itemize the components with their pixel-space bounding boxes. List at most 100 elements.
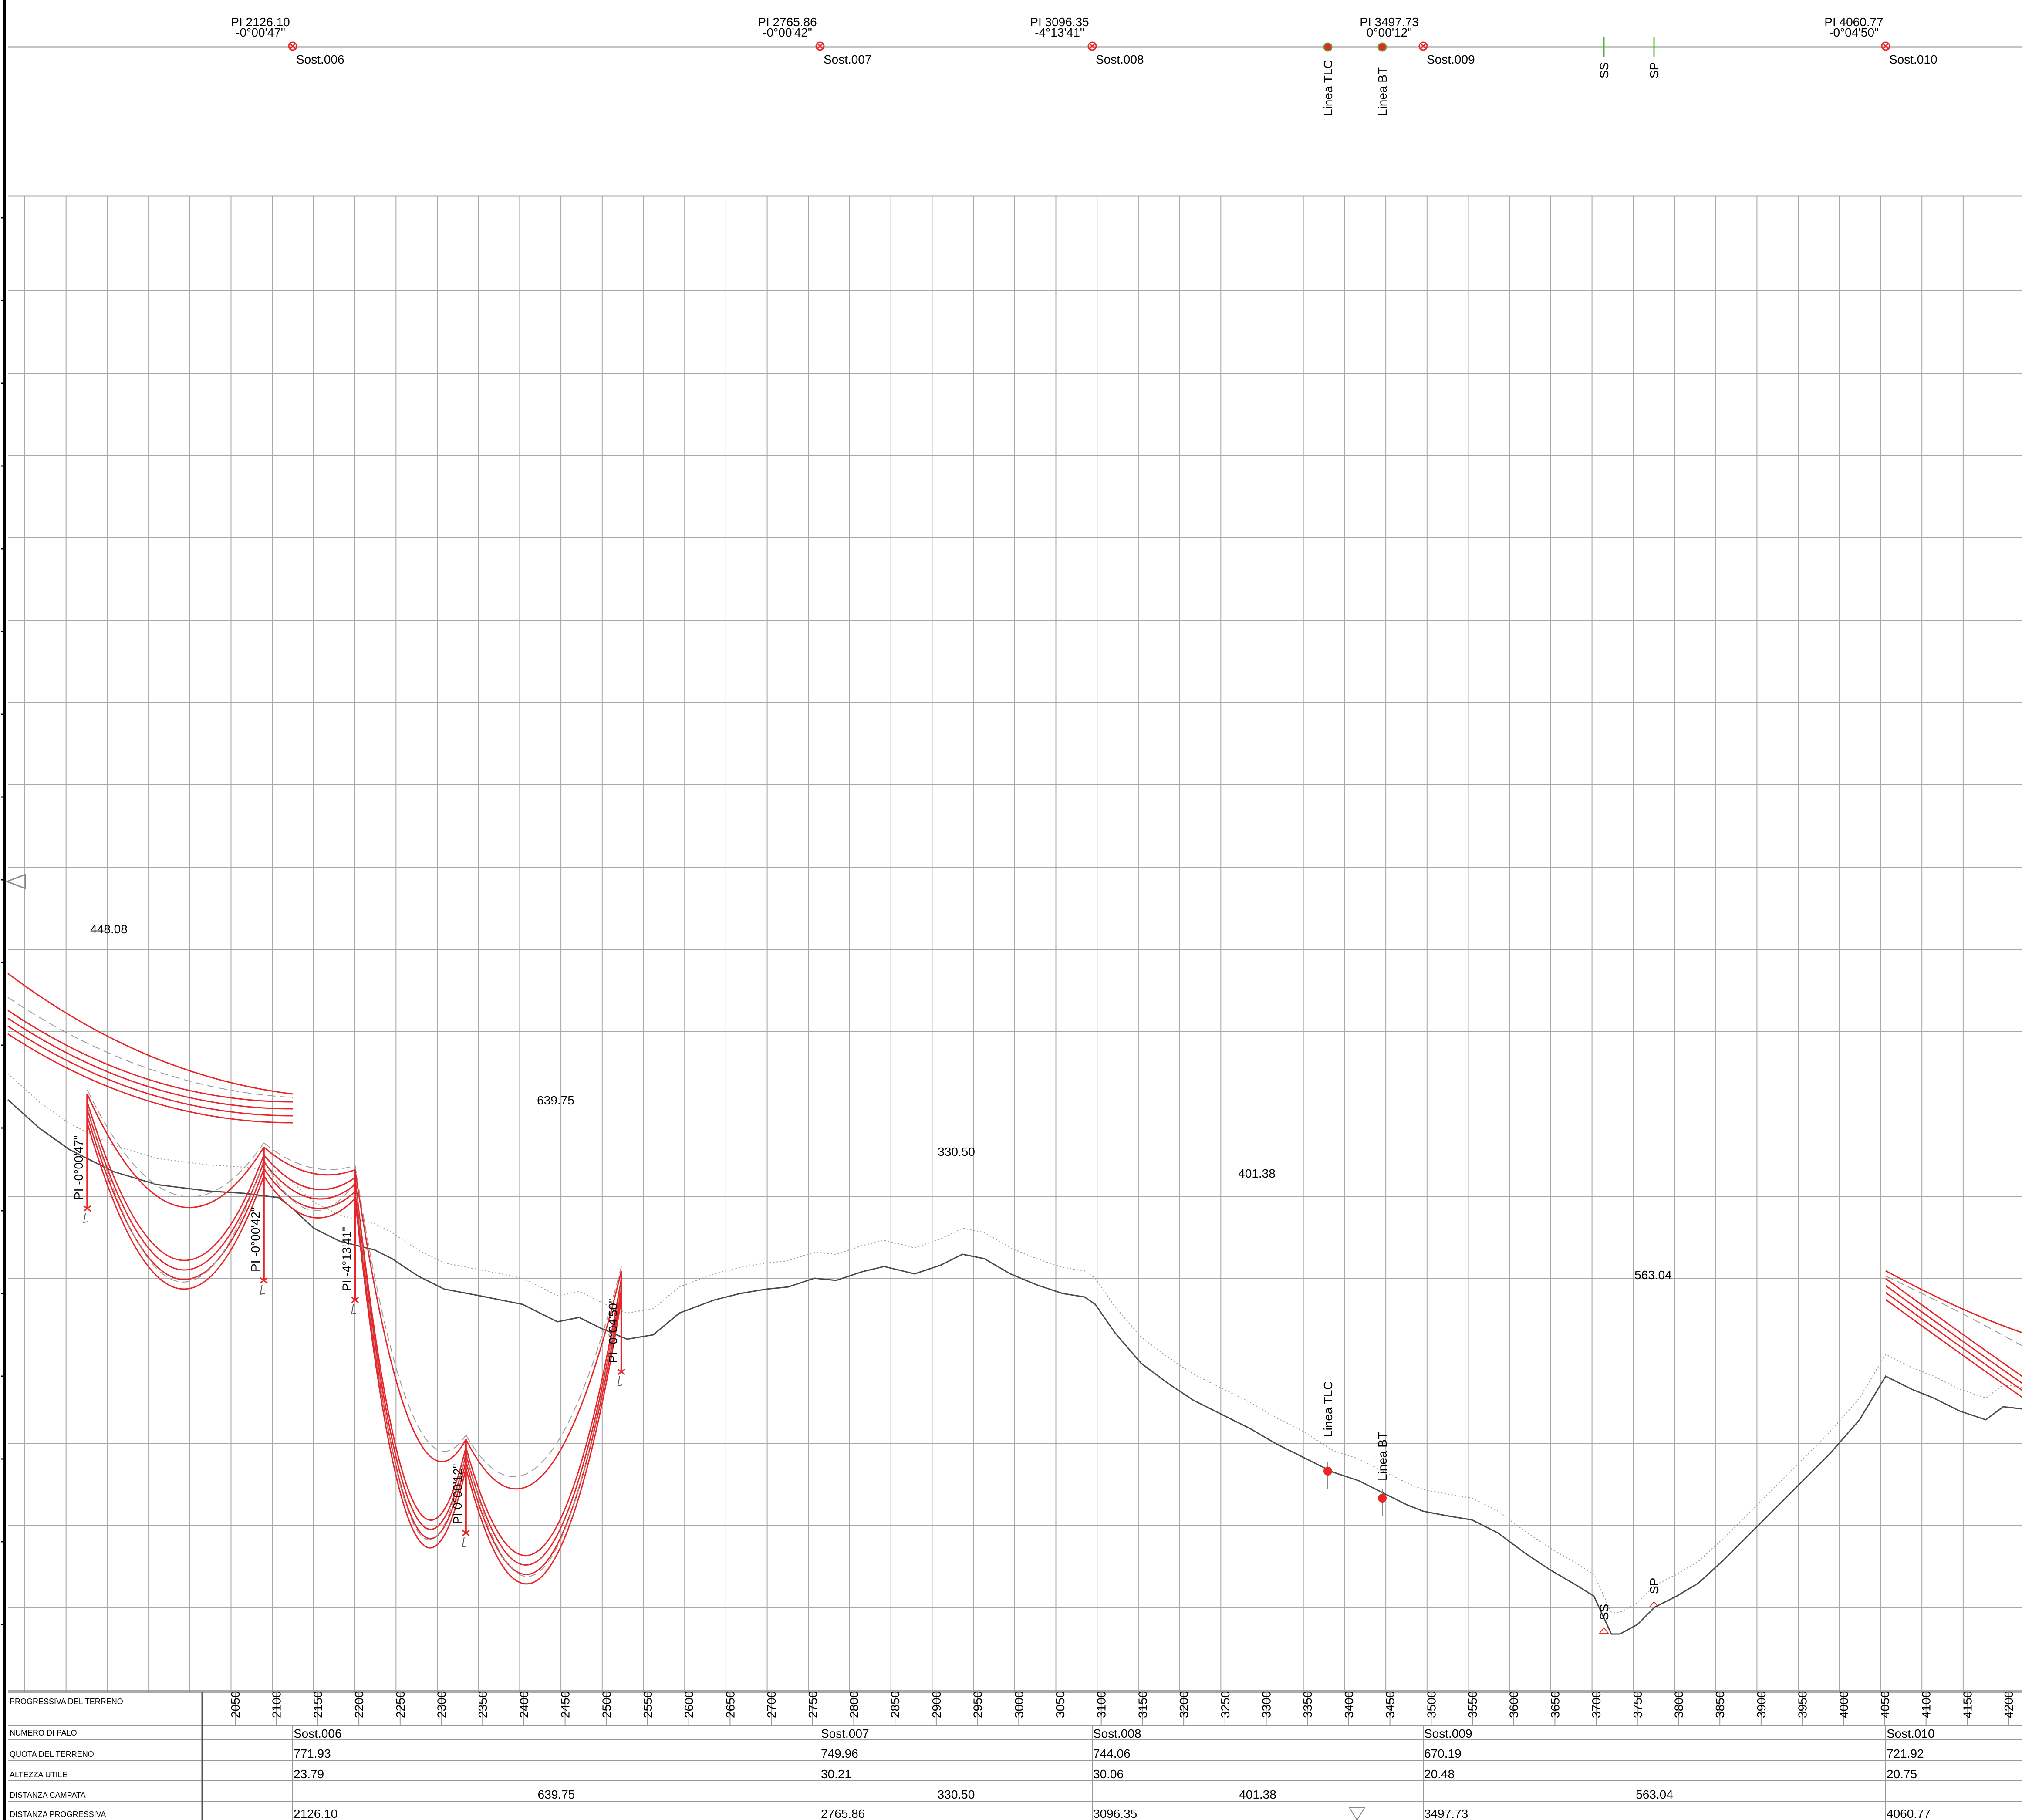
support-label: Sost.006	[296, 53, 344, 66]
table-row-label: DISTANZA CAMPATA	[10, 1791, 86, 1800]
plan-crossing: Linea TLC	[1321, 42, 1335, 116]
table-row-label: NUMERO DI PALO	[10, 1729, 77, 1737]
useful-height: 30.06	[1093, 1767, 1124, 1781]
progressive-tick-label: 2950	[971, 1691, 985, 1718]
crossing-label: SP	[1647, 1578, 1661, 1594]
support-symbol-icon	[288, 41, 297, 51]
progressive-tick-label: 3900	[1755, 1691, 1768, 1718]
progressive-tick-label: 3300	[1260, 1691, 1273, 1718]
progressive-tick-label: 4050	[1878, 1691, 1892, 1718]
conductor-upper-curve	[86, 1094, 265, 1209]
pole-foot-marker	[83, 1212, 88, 1223]
road-marker-icon	[1598, 1627, 1610, 1634]
pi-marker: PI 2126.10-0°00'47" Sost.006	[231, 15, 344, 66]
progressive-tick-label: 3200	[1177, 1691, 1191, 1718]
support-symbol-icon	[1087, 41, 1097, 51]
profile-area: PI -0°00'47" PI -0°00'42" PI -4°13'41" PI 0…	[7, 922, 2022, 1635]
support-label: Sost.008	[1096, 53, 1144, 66]
road-marker-icon	[1648, 1601, 1660, 1607]
pi-angle: -0°04'50"	[1829, 26, 1879, 39]
conductor-curve	[354, 1198, 467, 1549]
conductor-dashed-curve	[87, 1106, 264, 1283]
conductor-curve	[86, 1122, 265, 1290]
conductor-curve	[1885, 1299, 2022, 1398]
pi-title: PI 2126.10	[231, 15, 290, 29]
pole-foot-marker	[462, 1537, 467, 1548]
pole-angle-label: PI -0°04'50"	[606, 1299, 620, 1363]
ground-elevation: 749.96	[821, 1747, 858, 1760]
pi-marker: PI 4060.77-0°04'50" Sost.010	[1824, 15, 1937, 66]
conductor-dashed-curve	[7, 997, 293, 1098]
conductor-curve	[7, 1033, 293, 1124]
ground-offset-line	[7, 1073, 2022, 1613]
crossing-label: Linea TLC	[1321, 1381, 1335, 1437]
pole-foot-marker	[617, 1376, 623, 1387]
table-row-label: ALTEZZA UTILE	[10, 1770, 68, 1779]
pole-base-cross	[617, 1368, 625, 1375]
span-distance: 563.04	[1636, 1788, 1673, 1801]
conductor-dashed-curve	[354, 1182, 466, 1540]
progressive-tick-label: 2050	[229, 1691, 242, 1718]
progressive-tick-label: 3100	[1095, 1691, 1108, 1718]
support-symbol-icon	[1418, 41, 1428, 51]
support-cross	[1420, 43, 1427, 50]
conductor-upper-curve	[263, 1146, 355, 1176]
level-marker-icon	[1348, 1807, 1366, 1820]
conductor-curve	[7, 1025, 293, 1117]
table-row-label: QUOTA DEL TERRENO	[10, 1750, 94, 1759]
progressive-tick-label: 2900	[930, 1691, 943, 1718]
span-length-label: 448.08	[90, 922, 128, 936]
progressive-tick-label: 2650	[723, 1691, 737, 1718]
progressive-tick-label: 2150	[311, 1691, 324, 1718]
progressive-distance: 2765.86	[821, 1807, 865, 1820]
ground-profile-line	[7, 1099, 2022, 1635]
conductor-curve	[465, 1278, 622, 1557]
profile-crossing: SP	[1647, 1578, 1661, 1607]
pi-marker: PI 2765.86-0°00'42" Sost.007	[758, 15, 871, 66]
conductor-curve	[86, 1115, 265, 1280]
span-length-label: 639.75	[537, 1094, 574, 1107]
useful-height: 30.21	[821, 1767, 851, 1781]
conductor-curve	[354, 1177, 467, 1521]
profile-crossing: SS	[1597, 1604, 1611, 1634]
profile-crossing: Linea BT	[1376, 1432, 1389, 1516]
progressive-tick-label: 3600	[1507, 1691, 1521, 1718]
crossing-label: Linea BT	[1376, 67, 1389, 116]
conductor-curve	[263, 1162, 356, 1200]
conductor-curve	[465, 1299, 622, 1585]
pole: PI -4°13'41"	[340, 1170, 359, 1315]
span-length-label: 401.38	[1238, 1167, 1276, 1180]
progressive-tick-label: 2450	[559, 1691, 572, 1718]
conductor-curve	[354, 1184, 467, 1530]
profile-crossing: Linea TLC	[1321, 1381, 1335, 1489]
progressive-distance: 3497.73	[1424, 1807, 1468, 1820]
conductor-curve	[1885, 1285, 2022, 1384]
conductor-upper-curve	[1885, 1270, 2022, 1334]
progressive-tick-label: 2600	[682, 1691, 696, 1718]
conductor-dashed-curve	[465, 1266, 622, 1477]
table-row-label: PROGRESSIVA DEL TERRENO	[10, 1697, 123, 1706]
conductor-curve	[1885, 1278, 2022, 1377]
conductor-curve	[86, 1108, 265, 1271]
pole-angle-label: PI -0°00'42"	[249, 1207, 262, 1272]
conductor-curve	[7, 1010, 293, 1103]
pi-title: PI 4060.77	[1824, 15, 1883, 29]
level-marker-icon	[5, 873, 26, 890]
progressive-tick-label: 2100	[270, 1691, 284, 1718]
pole-angle-label: PI -4°13'41"	[340, 1227, 353, 1291]
progressive-tick-label: 2400	[517, 1691, 531, 1718]
conductor-curve	[263, 1175, 356, 1219]
progressive-distance: 4060.77	[1887, 1807, 1931, 1820]
useful-height: 20.48	[1424, 1767, 1455, 1781]
progressive-tick-label: 3050	[1053, 1691, 1067, 1718]
profile-lines	[7, 972, 2022, 1635]
pi-marker: PI 3497.730°00'12" Sost.009	[1360, 15, 1475, 66]
data-table: PROGRESSIVA DEL TERRENO NUMERO DI PALO QUO…	[8, 1691, 2022, 1820]
pole-number: Sost.008	[1093, 1727, 1141, 1740]
progressive-tick-label: 3000	[1012, 1691, 1026, 1718]
span-distance: 639.75	[538, 1788, 575, 1801]
profile-grid	[1, 195, 2022, 1692]
plan-strip: PI 2126.10-0°00'47"Sost.006 PI 2765.86-0°…	[8, 15, 2022, 116]
conductor-dashed-curve	[465, 1283, 622, 1577]
